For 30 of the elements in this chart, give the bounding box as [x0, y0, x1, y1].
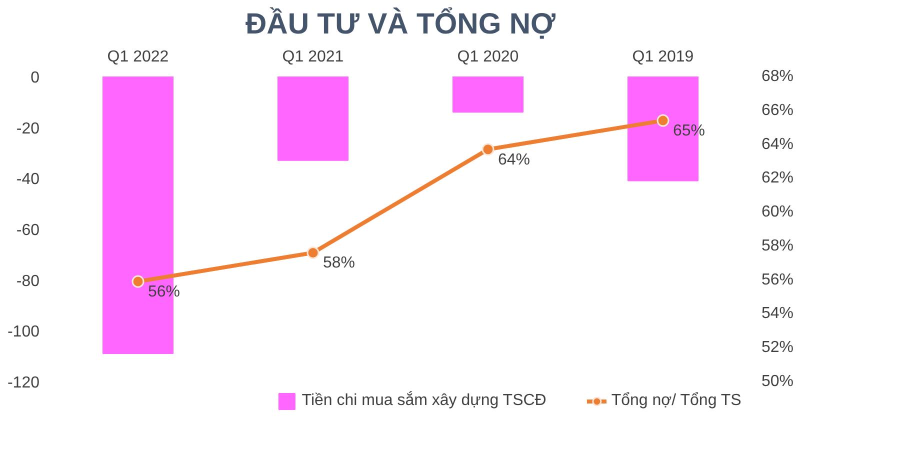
y2-tick-label: 62% [762, 170, 794, 187]
x-tick-label: Q1 2019 [632, 48, 694, 66]
point [656, 114, 670, 127]
point [132, 275, 144, 288]
y-tick-label: 0 [30, 70, 40, 86]
x-tick-label: Q1 2021 [282, 48, 344, 66]
y2-tick-label: 68% [762, 68, 794, 85]
y2-tick-label: 56% [762, 271, 794, 288]
point [482, 143, 494, 156]
y2-tick-label: 60% [762, 204, 794, 221]
y2-tick-label: 66% [762, 102, 794, 119]
legend-label: Tổng nợ/ Tổng TS [611, 392, 742, 410]
legend-label: Tiền chi mua sắm xây dựng TSCĐ [302, 392, 546, 410]
y2-tick-label: 58% [762, 237, 794, 254]
x-tick-label: Q1 2020 [457, 48, 519, 66]
data-label: 64% [498, 151, 530, 168]
y2-tick-label: 50% [762, 373, 794, 390]
data-label: 58% [323, 254, 356, 272]
y-tick-label: -80 [16, 272, 40, 290]
y-tick-label: -60 [16, 222, 40, 239]
y2-tick-label: 54% [762, 305, 794, 322]
x-tick-label: Q1 2022 [107, 48, 169, 66]
y-tick-label: -120 [7, 374, 40, 392]
y-tick-label: -20 [16, 120, 40, 138]
y2-tick-label: 52% [762, 339, 794, 356]
point [306, 246, 320, 259]
y2-tick-label: 64% [762, 136, 794, 153]
y-tick-label: -100 [7, 324, 40, 341]
y-tick-label: -40 [16, 171, 40, 188]
chart-title: ĐẦU TƯ VÀ TỔNG NỢ [245, 6, 556, 40]
